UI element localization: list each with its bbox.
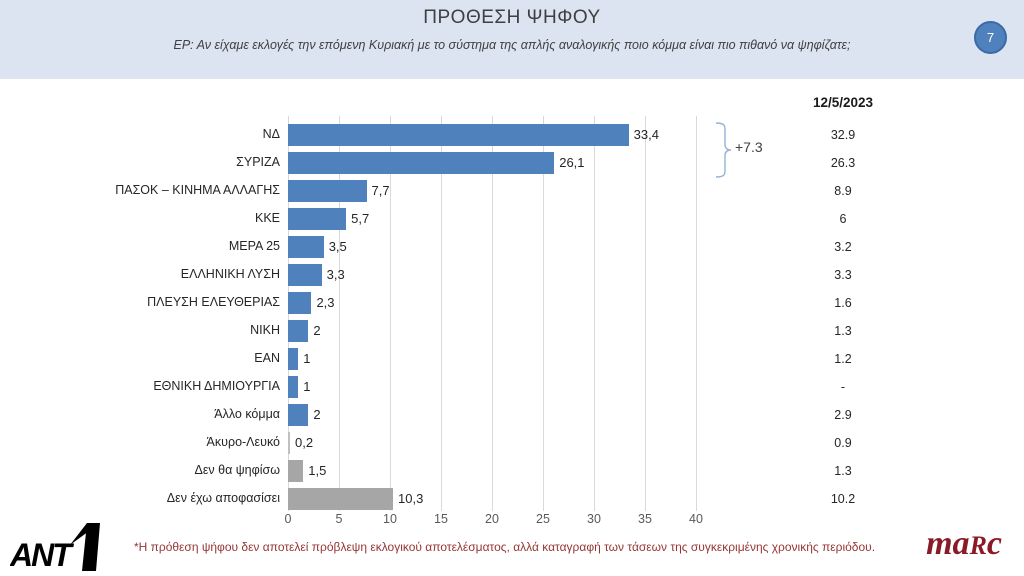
gridline	[389, 116, 391, 511]
bar	[288, 404, 309, 426]
marc-logo-part: R	[969, 531, 987, 560]
category-label: ΚΚΕ	[254, 211, 280, 225]
gridline	[491, 116, 493, 511]
bar-value-label: 3,3	[326, 267, 345, 282]
bracket-path	[715, 122, 732, 178]
category-label: ΜΕΡΑ 25	[228, 239, 280, 253]
page-title: ΠΡΟΘΕΣΗ ΨΗΦΟΥ	[423, 7, 601, 28]
gridline	[542, 116, 544, 511]
comparison-value: -	[840, 380, 846, 394]
comparison-value: 26.3	[830, 156, 856, 170]
x-tick-label: 40	[689, 512, 703, 526]
bar	[288, 124, 629, 146]
category-label: Δεν θα ψηφίσω	[194, 463, 280, 477]
bar	[288, 376, 299, 398]
x-tick-label: 0	[284, 512, 292, 526]
gridline	[644, 116, 646, 511]
comparison-value: 8.9	[834, 184, 852, 198]
bar-value-label: 1	[303, 351, 311, 366]
category-label: ΝΙΚΗ	[250, 323, 280, 337]
x-tick-label: 10	[383, 512, 397, 526]
ant1-logo: ANT	[10, 523, 100, 573]
gridline	[695, 116, 697, 511]
category-label: Άλλο κόμμα	[214, 407, 280, 421]
category-label: ΕΛΛΗΝΙΚΗ ΛΥΣΗ	[180, 267, 280, 281]
bar-value-label: 2	[313, 323, 321, 338]
ant1-logo-text: ANT	[10, 537, 74, 573]
page-number-badge: 7	[974, 21, 1007, 54]
bar-value-label: 5,7	[351, 211, 370, 226]
comparison-value: 10.2	[830, 492, 856, 506]
ant1-logo-one-flag	[70, 523, 100, 545]
bar	[288, 320, 309, 342]
bar-value-label: 0,2	[295, 435, 314, 450]
x-tick-label: 25	[536, 512, 550, 526]
bar-value-label: 2	[313, 407, 321, 422]
comparison-value: 3.2	[834, 240, 852, 254]
bar-value-label: 26,1	[559, 155, 585, 170]
comparison-value: 1.3	[834, 464, 852, 478]
category-label: ΕΘΝΙΚΗ ΔΗΜΙΟΥΡΓΙΑ	[153, 379, 280, 393]
marc-logo-part: ma	[926, 525, 970, 562]
comparison-value: 1.3	[834, 324, 852, 338]
difference-label: +7.3	[735, 139, 763, 155]
bar	[288, 236, 324, 258]
bar	[288, 208, 347, 230]
bar	[288, 348, 299, 370]
comparison-value: 0.9	[834, 436, 852, 450]
marc-logo-part: c	[986, 525, 1002, 562]
bar	[288, 264, 322, 286]
bar	[288, 460, 304, 482]
x-tick-label: 35	[638, 512, 652, 526]
x-tick-label: 5	[335, 512, 343, 526]
bar-value-label: 1	[303, 379, 311, 394]
category-label: Άκυρο-Λευκό	[206, 435, 280, 449]
marc-logo: maRc	[926, 524, 1002, 566]
ant1-logo-one-bar	[82, 523, 100, 571]
comparison-column-header: 12/5/2023	[812, 95, 874, 110]
bar	[288, 180, 367, 202]
gridline	[338, 116, 340, 511]
category-label: ΝΔ	[262, 127, 280, 141]
gridline	[440, 116, 442, 511]
bar-value-label: 3,5	[328, 239, 347, 254]
slide-header: ΠΡΟΘΕΣΗ ΨΗΦΟΥ ΕΡ: Αν είχαμε εκλογές την …	[0, 0, 1024, 79]
page-subtitle: ΕΡ: Αν είχαμε εκλογές την επόμενη Κυριακ…	[173, 38, 851, 52]
x-tick-label: 15	[434, 512, 448, 526]
gridline	[593, 116, 595, 511]
comparison-value: 1.6	[834, 296, 852, 310]
category-label: ΣΥΡΙΖΑ	[236, 155, 280, 169]
footnote: *Η πρόθεση ψήφου δεν αποτελεί πρόβλεψη ε…	[133, 540, 876, 554]
bar-value-label: 7,7	[371, 183, 390, 198]
bar	[288, 488, 394, 510]
bar-value-label: 2,3	[316, 295, 335, 310]
difference-bracket	[715, 122, 732, 178]
comparison-value: 6	[839, 212, 847, 226]
bar-value-label: 10,3	[398, 491, 424, 506]
bar	[288, 432, 291, 454]
category-label: ΠΛΕΥΣΗ ΕΛΕΥΘΕΡΙΑΣ	[147, 295, 280, 309]
bar	[288, 292, 312, 314]
x-tick-label: 30	[587, 512, 601, 526]
bar-value-label: 1,5	[308, 463, 327, 478]
category-label: ΠΑΣΟΚ – ΚΙΝΗΜΑ ΑΛΛΑΓΗΣ	[115, 183, 280, 197]
category-label: ΕΑΝ	[254, 351, 280, 365]
bar-value-label: 33,4	[633, 127, 659, 142]
comparison-value: 3.3	[834, 268, 852, 282]
comparison-value: 2.9	[834, 408, 852, 422]
category-label: Δεν έχω αποφασίσει	[166, 491, 280, 505]
bar	[288, 152, 555, 174]
comparison-value: 32.9	[830, 128, 856, 142]
x-tick-label: 20	[485, 512, 499, 526]
comparison-value: 1.2	[834, 352, 852, 366]
